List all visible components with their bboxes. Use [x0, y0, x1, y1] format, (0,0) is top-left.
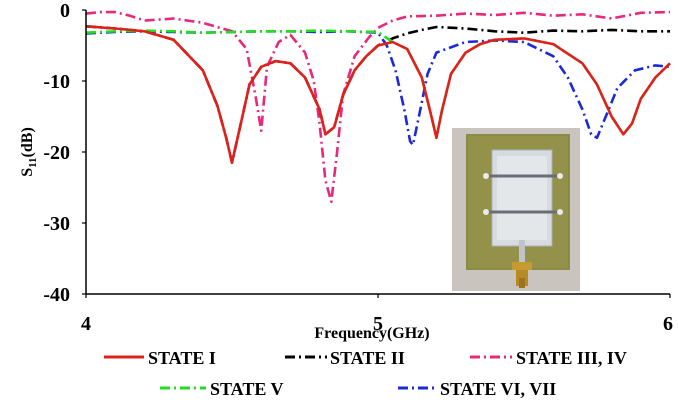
series-line-state-iii-iv	[85, 10, 671, 203]
x-tick-label: 5	[373, 313, 383, 335]
legend-label: STATE V	[210, 379, 284, 399]
x-axis-label: Frequency(GHz)	[314, 325, 429, 342]
x-tick-label: 6	[663, 313, 673, 335]
legend-item-state-vi-vii: STATE VI, VII	[398, 379, 556, 399]
series-line-state-i	[85, 25, 671, 164]
svg-text:S11(dB): S11(dB)	[19, 127, 39, 177]
legend-item-state-ii: STATE II	[285, 348, 405, 368]
legend-label: STATE VI, VII	[440, 379, 556, 399]
y-tick-label: -30	[43, 213, 70, 235]
legend: STATE I STATE II STATE III, IV STATE V S…	[104, 348, 627, 399]
y-tick-label: -20	[43, 142, 70, 164]
legend-item-state-iii-iv: STATE III, IV	[470, 348, 627, 368]
y-axis-label-sub: 11	[27, 157, 39, 167]
x-tick-label: 4	[81, 313, 91, 335]
y-axis-label-main: S	[19, 168, 36, 177]
legend-label: STATE I	[148, 348, 216, 368]
legend-item-state-v: STATE V	[160, 379, 284, 399]
y-tick-label: -10	[43, 71, 70, 93]
legend-label: STATE III, IV	[516, 348, 627, 368]
y-axis-label: S11(dB)	[19, 127, 39, 177]
plot-area	[85, 10, 671, 203]
legend-label: STATE II	[330, 348, 405, 368]
series-line-state-vi-vii	[85, 29, 671, 147]
y-axis-label-unit: (dB)	[19, 127, 36, 157]
y-tick-label: -40	[43, 284, 70, 306]
antenna-prototype-photo	[452, 128, 580, 291]
legend-item-state-i: STATE I	[104, 348, 216, 368]
y-tick-label: 0	[60, 0, 70, 22]
